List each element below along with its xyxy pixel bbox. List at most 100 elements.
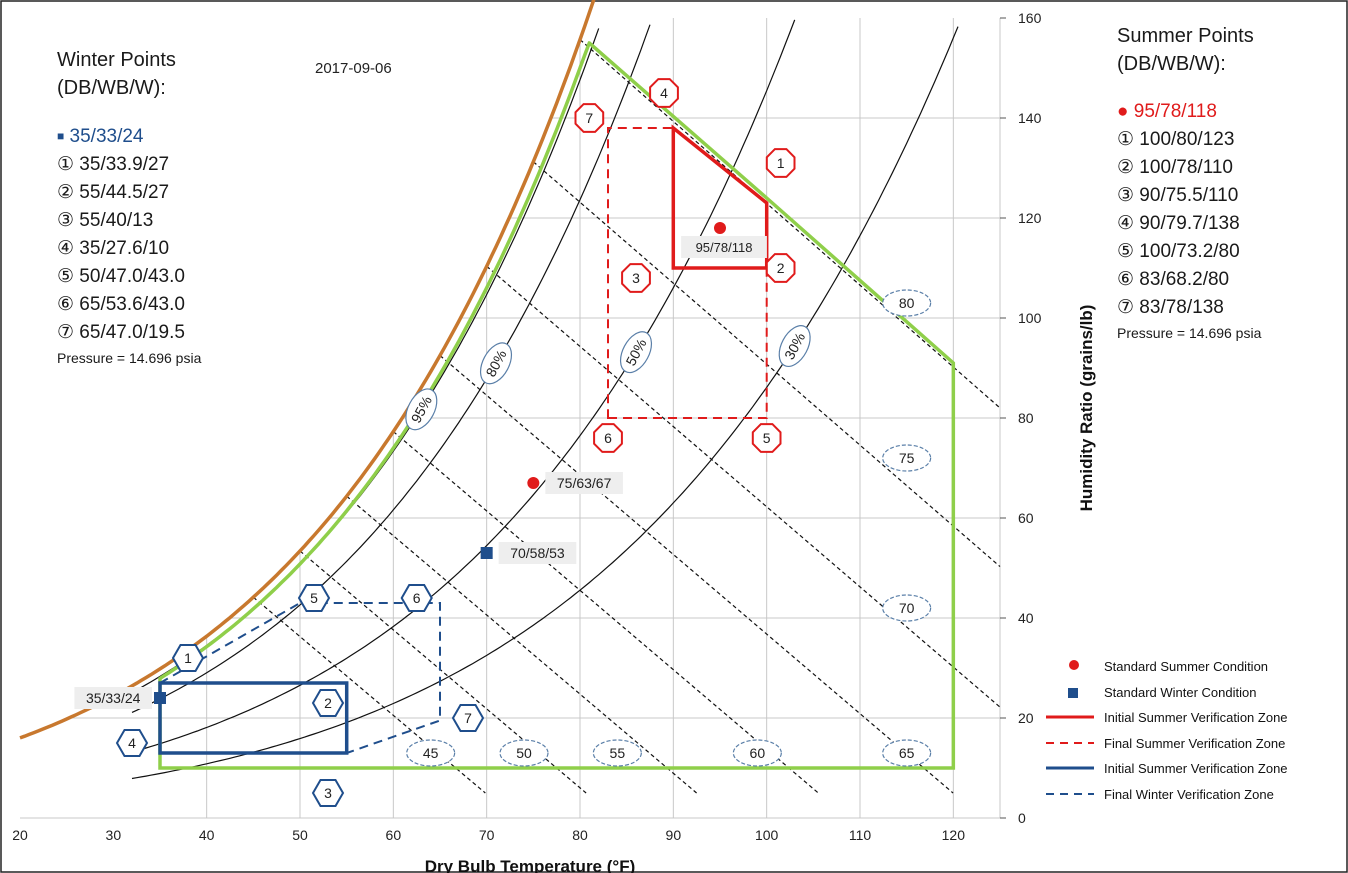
y-tick-label: 80 bbox=[1018, 410, 1034, 426]
winter-panel-title: Winter Points bbox=[57, 49, 176, 71]
winter-square-icon bbox=[1068, 687, 1078, 698]
legend-label: Final Summer Verification Zone bbox=[1104, 735, 1286, 751]
summer-point-1: ① 100/80/123 bbox=[1117, 129, 1235, 150]
summer-dot-icon: ● bbox=[1117, 101, 1129, 122]
wet-bulb-label-bubble bbox=[882, 594, 932, 622]
summer-marker-number: 2 bbox=[777, 260, 785, 276]
axis-ticks: 20 30 40 50 60 70 80 90 100 110 120020406080100120… bbox=[12, 10, 1041, 843]
summer-marker-number: 7 bbox=[585, 110, 593, 126]
rh-label-bubble bbox=[778, 325, 811, 367]
winter-marker-hexagon bbox=[115, 729, 149, 757]
summer-point-dot bbox=[527, 477, 540, 489]
wet-bulb-line bbox=[252, 596, 486, 794]
legend-item: Final Summer Verification Zone bbox=[1040, 731, 1340, 757]
winter-marker-number: 6 bbox=[413, 590, 421, 606]
wet-bulb-label-bubble bbox=[499, 739, 549, 767]
x-tick-label: 80 bbox=[572, 827, 588, 843]
winter-point-5: ⑤ 50/47.0/43.0 bbox=[57, 266, 185, 287]
winter-marker-number: 7 bbox=[464, 710, 472, 726]
winter-marker-hexagon bbox=[171, 644, 205, 672]
x-tick-label: 50 bbox=[292, 827, 308, 843]
winter-marker-hexagon bbox=[400, 584, 433, 612]
chart-date: 2017-09-06 bbox=[315, 60, 392, 77]
winter-marker-number: 2 bbox=[324, 695, 332, 711]
winter-point-square bbox=[154, 692, 166, 704]
x-tick-label: 70 bbox=[479, 827, 495, 843]
legend-item: Initial Summer Verification Zone bbox=[1040, 705, 1340, 731]
summer-panel-subtitle: (DB/WB/W): bbox=[1117, 53, 1226, 75]
summer-marker-number: 3 bbox=[632, 270, 640, 286]
summer-pressure: Pressure = 14.696 psia bbox=[1117, 325, 1262, 341]
wet-bulb-line bbox=[579, 39, 1001, 409]
y-tick-label: 100 bbox=[1018, 310, 1042, 326]
summer-marker-octagon bbox=[765, 253, 796, 283]
summer-marker-octagon bbox=[751, 423, 782, 453]
wet-bulb-label-bubble bbox=[732, 739, 782, 767]
x-tick-label: 60 bbox=[386, 827, 402, 843]
chart-legend: Standard Summer Condition Standard Winte… bbox=[1040, 654, 1340, 807]
y-tick-label: 40 bbox=[1018, 610, 1034, 626]
summer-marker-number: 6 bbox=[604, 430, 612, 446]
comfort-envelope bbox=[158, 41, 956, 770]
summer-marker-number: 4 bbox=[660, 85, 668, 101]
y-tick-label: 60 bbox=[1018, 510, 1034, 526]
winter-pressure: Pressure = 14.696 psia bbox=[57, 350, 202, 366]
wet-bulb-lines bbox=[252, 39, 1001, 794]
y-tick-label: 0 bbox=[1018, 810, 1026, 826]
winter-marker-hexagon bbox=[297, 584, 331, 612]
legend-label: Initial Summer Verification Zone bbox=[1104, 761, 1288, 776]
wet-bulb-label: 70 bbox=[899, 600, 915, 616]
summer-marker-octagon bbox=[621, 263, 651, 293]
red-solid-line-icon bbox=[1046, 715, 1094, 719]
summer-marker-octagon bbox=[593, 423, 623, 453]
winter-marker-hexagon bbox=[311, 689, 345, 717]
wet-bulb-label-bubble bbox=[882, 739, 932, 767]
winter-points-panel: Winter Points (DB/WB/W): ■ 35/33/24 ① 35… bbox=[57, 46, 201, 369]
x-axis-label: Dry Bulb Temperature (°F) bbox=[425, 857, 636, 873]
rh-curve bbox=[131, 26, 959, 780]
legend-label: Final Winter Verification Zone bbox=[1104, 786, 1274, 802]
legend-label: Standard Winter Condition bbox=[1104, 684, 1257, 700]
y-tick-label: 20 bbox=[1018, 710, 1034, 726]
winter-point-6: ⑥ 65/53.6/43.0 bbox=[57, 294, 185, 315]
wet-bulb-label: 45 bbox=[423, 745, 439, 761]
blue-solid-line-icon bbox=[1046, 766, 1094, 770]
summer-marker-octagon bbox=[649, 78, 679, 108]
legend-item: Standard Summer Condition bbox=[1040, 654, 1340, 680]
y-tick-label: 140 bbox=[1018, 110, 1042, 126]
point-label-box bbox=[681, 236, 767, 258]
summer-point-5: ⑤ 100/73.2/80 bbox=[1117, 241, 1240, 262]
winter-marker-number: 5 bbox=[310, 590, 318, 606]
x-tick-label: 30 bbox=[106, 827, 122, 843]
winter-marker-hexagon bbox=[451, 704, 485, 732]
summer-marker-number: 5 bbox=[763, 430, 771, 446]
summer-point-6: ⑥ 83/68.2/80 bbox=[1117, 269, 1230, 290]
point-label: 70/58/53 bbox=[510, 545, 565, 561]
legend-item: Initial Summer Verification Zone bbox=[1040, 756, 1340, 782]
winter-marker-number: 3 bbox=[324, 785, 332, 801]
legend-item: Standard Winter Condition bbox=[1040, 680, 1340, 706]
winter-marker-number: 4 bbox=[128, 735, 136, 751]
winter-point-7: ⑦ 65/47.0/19.5 bbox=[57, 322, 185, 343]
rh-curve bbox=[131, 28, 600, 694]
rh-label-bubble bbox=[619, 331, 653, 374]
initial-winter-zone bbox=[158, 681, 349, 755]
point-label: 95/78/118 bbox=[696, 240, 753, 255]
winter-point-4: ④ 35/27.6/10 bbox=[57, 238, 170, 259]
wet-bulb-line bbox=[439, 355, 954, 794]
x-tick-label: 20 bbox=[12, 827, 28, 843]
point-label: 75/63/67 bbox=[557, 475, 612, 491]
final-winter-zone bbox=[159, 602, 441, 754]
wet-bulb-label: 50 bbox=[516, 745, 532, 761]
summer-point-2: ② 100/78/110 bbox=[1117, 157, 1233, 178]
wet-bulb-label: 55 bbox=[610, 745, 626, 761]
summer-marker-octagon bbox=[574, 103, 605, 133]
legend-label: Standard Summer Condition bbox=[1104, 659, 1269, 674]
x-tick-label: 40 bbox=[199, 827, 215, 843]
summer-point-7: ⑦ 83/78/138 bbox=[1117, 297, 1224, 318]
wet-bulb-label: 80 bbox=[899, 295, 915, 311]
wet-bulb-label: 65 bbox=[899, 745, 915, 761]
comfort-envelope-outline bbox=[158, 41, 956, 770]
